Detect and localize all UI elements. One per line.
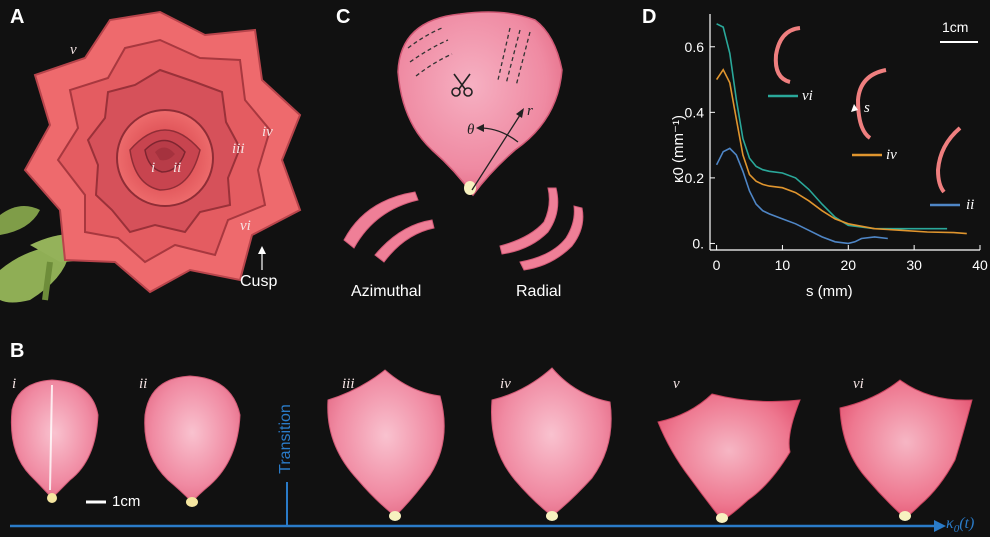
petal-profile-iv <box>855 68 887 140</box>
kappa-subscript: 0 <box>953 523 960 536</box>
rose-label-i: i <box>151 160 156 176</box>
petal-profile-ii <box>935 126 962 194</box>
transition-label: Transition <box>277 404 294 474</box>
cusp-label: Cusp <box>240 273 278 290</box>
petal-series-illustration <box>10 367 973 532</box>
s-inset-label: s <box>864 100 870 116</box>
s-direction-arrow <box>851 104 858 112</box>
kappa-axis-label: κ0(t) <box>946 515 974 535</box>
rose-illustration <box>0 10 302 303</box>
y-tick-label: 0.6 <box>685 39 705 55</box>
x-tick-label: 30 <box>906 257 922 273</box>
rose-label-v: v <box>70 42 77 58</box>
chart-scale-label: 1cm <box>942 19 969 35</box>
x-tick-label: 0 <box>713 257 721 273</box>
series-line-vi <box>716 23 948 230</box>
panel-label-d: D <box>642 6 657 28</box>
petal-scale-label: 1cm <box>112 493 141 510</box>
rose-label-vi: vi <box>240 218 251 234</box>
curve-label-iv: iv <box>886 147 897 163</box>
curve-label-vi: vi <box>802 88 813 104</box>
panel-label-b: B <box>10 340 25 362</box>
x-tick-label: 40 <box>972 257 988 273</box>
panel-label-a: A <box>10 6 25 28</box>
petal-label-v: v <box>673 376 680 392</box>
petal-label-iv: iv <box>500 376 511 392</box>
curve-label-ii: ii <box>966 197 975 213</box>
azimuthal-label: Azimuthal <box>351 283 422 300</box>
petal-label-ii: ii <box>139 376 148 392</box>
rose-label-ii: ii <box>173 160 182 176</box>
series-line-ii <box>715 147 888 245</box>
rose-label-iv: iv <box>262 124 273 140</box>
y-tick-label: 0. <box>692 235 704 251</box>
y-tick-label: 0.2 <box>685 170 705 186</box>
kappa-symbol: κ <box>946 515 954 532</box>
petal-label-iii: iii <box>342 376 355 392</box>
petal-label-vi: vi <box>853 376 864 392</box>
panel-label-c: C <box>336 6 351 28</box>
kappa-argument: (t) <box>959 515 975 532</box>
y-tick-label: 0.4 <box>685 104 705 120</box>
petal-cutting-illustration <box>343 11 584 271</box>
scissors-icon <box>451 73 473 97</box>
x-tick-label: 10 <box>775 257 791 273</box>
x-tick-label: 20 <box>841 257 857 273</box>
petal-profile-vi <box>773 26 801 84</box>
petal-label-i: i <box>12 376 17 392</box>
series-line-iv <box>715 68 967 235</box>
r-label: r <box>527 103 533 119</box>
radial-label: Radial <box>516 283 562 300</box>
theta-label: θ <box>467 122 475 138</box>
curvature-chart: 0 10 20 30 40 0. 0.2 0.4 0.6 <box>685 14 988 273</box>
rose-label-iii: iii <box>232 141 245 157</box>
chart-y-label: κ0 (mm⁻¹) <box>670 115 687 183</box>
chart-x-label: s (mm) <box>806 283 853 300</box>
